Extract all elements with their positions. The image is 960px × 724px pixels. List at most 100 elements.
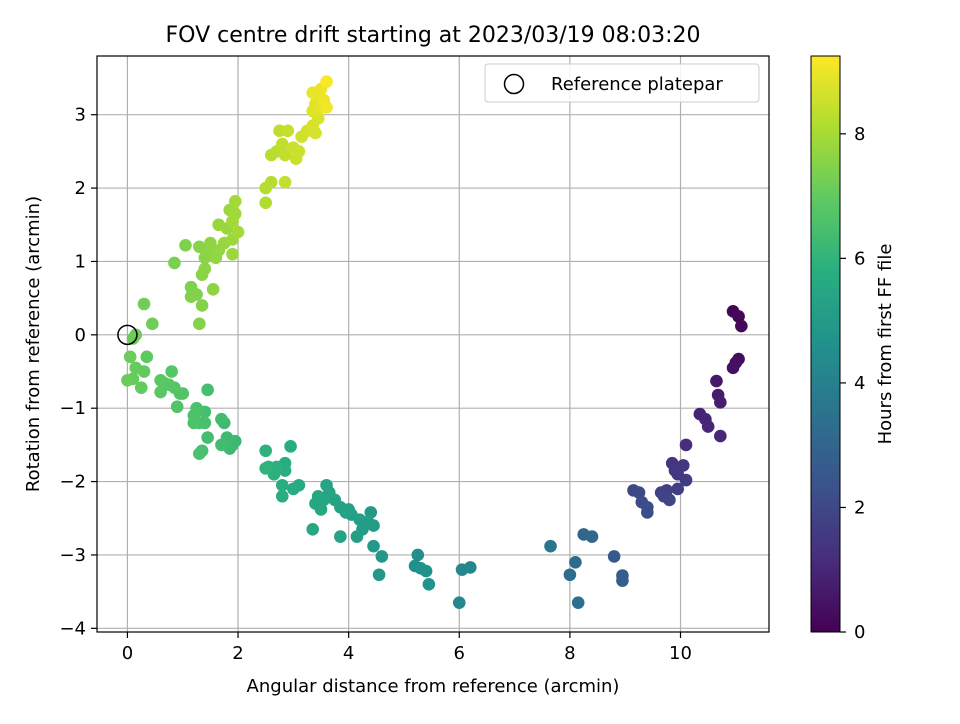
colorbar-ticks: 0 2 4 6 8 <box>840 124 865 643</box>
colorbar-tick-label: 4 <box>854 373 865 394</box>
data-point <box>198 262 212 276</box>
data-point <box>563 568 577 582</box>
data-point <box>281 124 295 138</box>
y-tick-label: −3 <box>59 545 86 566</box>
data-point <box>137 297 151 311</box>
data-point <box>259 444 272 458</box>
data-point <box>201 383 214 397</box>
data-point <box>309 497 322 510</box>
data-point <box>455 563 469 576</box>
data-point <box>641 506 654 519</box>
data-point <box>585 530 599 543</box>
data-point <box>632 486 646 499</box>
data-point <box>668 464 682 477</box>
chart-title: FOV centre drift starting at 2023/03/19 … <box>166 23 701 48</box>
data-point <box>607 550 621 563</box>
data-point <box>206 283 220 296</box>
data-point <box>226 247 239 261</box>
data-point <box>726 361 740 375</box>
data-point <box>714 396 727 409</box>
plot-frame <box>96 55 770 633</box>
y-tick-label: 1 <box>75 251 86 272</box>
data-point <box>571 596 585 609</box>
data-point <box>275 478 289 492</box>
data-point <box>616 574 629 587</box>
data-point <box>231 225 245 239</box>
legend-reference-marker <box>503 73 525 95</box>
data-point <box>170 400 184 414</box>
data-point <box>193 447 206 460</box>
data-point <box>215 412 228 426</box>
data-point <box>411 548 425 562</box>
data-point <box>292 145 306 158</box>
data-point <box>735 319 748 333</box>
data-point <box>201 431 214 444</box>
data-point <box>121 374 134 387</box>
legend: Reference platepar <box>484 63 760 103</box>
data-point <box>422 578 436 591</box>
x-tick-label: 4 <box>343 643 354 664</box>
data-point <box>134 381 148 394</box>
data-point <box>146 317 159 331</box>
y-axis-label: Rotation from reference (arcmin) <box>23 196 44 492</box>
colorbar-label: Hours from first FF file <box>875 244 896 445</box>
data-point <box>129 361 143 375</box>
data-point <box>278 148 292 162</box>
data-point <box>569 555 582 569</box>
data-point <box>204 236 217 250</box>
data-point <box>165 365 178 378</box>
data-point <box>284 440 297 453</box>
data-point <box>287 482 300 496</box>
data-point <box>320 101 333 114</box>
data-point <box>228 194 242 208</box>
data-point <box>375 550 389 563</box>
x-tick-label: 10 <box>669 643 692 664</box>
data-point <box>367 539 380 553</box>
data-point <box>215 438 228 452</box>
data-point <box>275 489 289 503</box>
legend-box <box>484 63 760 103</box>
reference-platepar-marker <box>117 324 138 346</box>
data-point <box>306 522 320 536</box>
colorbar-tick-label: 2 <box>854 497 865 518</box>
data-point <box>190 288 203 301</box>
y-tick-label: 0 <box>75 325 86 346</box>
data-point <box>364 506 378 519</box>
data-point <box>259 462 272 475</box>
data-point <box>710 374 723 388</box>
y-tick-label: −2 <box>59 472 86 493</box>
data-point <box>419 564 433 578</box>
y-tick-label: −4 <box>59 618 86 639</box>
data-point <box>154 385 167 399</box>
data-point <box>193 317 206 331</box>
y-tick-label: 3 <box>75 105 86 126</box>
data-point <box>275 137 289 151</box>
data-point <box>320 75 333 88</box>
data-point <box>123 350 137 364</box>
data-point <box>168 256 181 270</box>
data-point <box>195 299 209 312</box>
legend-label-reference: Reference platepar <box>551 74 723 95</box>
data-point <box>129 328 143 342</box>
data-point <box>663 493 676 507</box>
data-point <box>679 438 693 452</box>
data-point <box>140 350 154 364</box>
data-point <box>154 374 167 387</box>
x-tick-label: 0 <box>122 643 133 664</box>
data-point <box>714 429 727 443</box>
data-point <box>334 530 347 543</box>
data-point <box>278 175 292 189</box>
y-tick-label: −1 <box>59 398 86 419</box>
data-point <box>264 175 278 189</box>
reference-marker-layer <box>117 324 138 346</box>
colorbar-gradient <box>810 55 841 633</box>
colorbar: 0 2 4 6 8 Hours from first FF file <box>810 55 896 643</box>
x-axis-ticks: 0 2 4 6 8 10 <box>122 632 692 664</box>
data-point <box>732 310 745 323</box>
data-point <box>320 478 333 492</box>
colorbar-tick-label: 8 <box>854 124 865 145</box>
data-point <box>372 568 386 582</box>
colorbar-tick-label: 6 <box>854 248 865 269</box>
